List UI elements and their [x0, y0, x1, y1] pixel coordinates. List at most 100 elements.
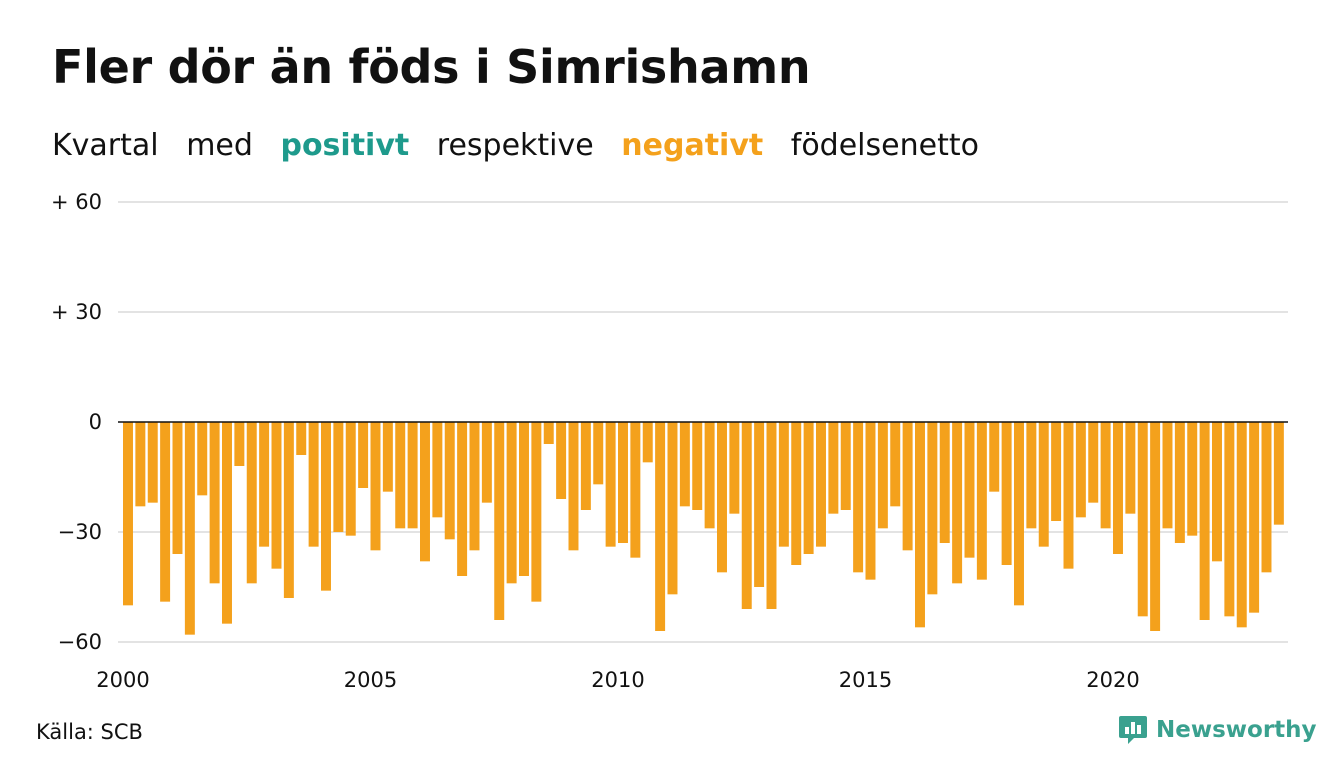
bar	[717, 422, 727, 573]
bar	[605, 422, 616, 547]
x-tick-label: 2020	[1086, 668, 1139, 692]
legend-negative: negativt	[621, 128, 764, 163]
bar	[766, 422, 777, 609]
bar	[184, 422, 195, 635]
bar	[865, 422, 876, 580]
bar	[840, 422, 851, 510]
bar	[729, 422, 740, 514]
bar	[123, 422, 133, 606]
y-tick-label: 0	[89, 410, 102, 434]
bar	[618, 422, 628, 543]
bar	[890, 422, 901, 507]
legend-positive: positivt	[280, 128, 410, 163]
bar	[1088, 422, 1099, 503]
bar	[259, 422, 270, 547]
bar	[1051, 422, 1062, 521]
newsworthy-logo: Newsworthy	[1118, 714, 1317, 746]
bar	[382, 422, 393, 492]
bar	[308, 422, 319, 547]
bar	[915, 422, 925, 628]
bar	[494, 422, 505, 620]
logo-text: Newsworthy	[1156, 717, 1317, 743]
bar	[939, 422, 950, 543]
bar	[1014, 422, 1024, 606]
bar	[469, 422, 480, 551]
bar	[358, 422, 369, 488]
bar	[679, 422, 690, 507]
bar	[283, 422, 294, 598]
bar	[172, 422, 183, 554]
bar	[816, 422, 826, 547]
bar	[519, 422, 529, 576]
bar	[568, 422, 579, 551]
bar	[1212, 422, 1222, 562]
bar	[1063, 422, 1074, 569]
chart-subtitle: Kvartal med positivt respektive negativt…	[52, 128, 997, 163]
subtitle-word: respektive	[436, 128, 594, 163]
bar	[135, 422, 146, 507]
bar	[1187, 422, 1198, 536]
bar	[1137, 422, 1148, 617]
axes: + 60 + 30 0 −30 −60 2000 2005 2010 2015 2020	[51, 190, 1288, 692]
y-tick-label: + 30	[51, 300, 102, 324]
bar	[1075, 422, 1086, 518]
bar	[1261, 422, 1272, 573]
bar	[642, 422, 653, 463]
subtitle-word: med	[186, 128, 253, 163]
bar	[234, 422, 245, 466]
bar	[976, 422, 987, 580]
bar	[791, 422, 802, 565]
bar	[531, 422, 542, 602]
bar	[803, 422, 814, 554]
bar	[778, 422, 789, 547]
bar	[828, 422, 839, 514]
bar	[655, 422, 666, 631]
bar	[989, 422, 1000, 492]
bar	[902, 422, 913, 551]
bar	[420, 422, 430, 562]
bar	[1026, 422, 1037, 529]
bar	[1113, 422, 1123, 554]
chat-bar-chart-icon	[1119, 716, 1147, 744]
source-note: Källa: SCB	[36, 720, 143, 744]
bar	[457, 422, 468, 576]
bar	[543, 422, 554, 444]
bar	[692, 422, 703, 510]
bar	[296, 422, 307, 455]
bar	[964, 422, 975, 558]
bar	[1150, 422, 1161, 631]
bar	[271, 422, 282, 569]
bar	[370, 422, 381, 551]
bar	[333, 422, 344, 532]
bar	[1273, 422, 1284, 525]
bar	[1001, 422, 1012, 565]
bar	[506, 422, 517, 584]
bar	[630, 422, 641, 558]
x-tick-label: 2005	[344, 668, 397, 692]
bar	[1038, 422, 1049, 547]
bar	[1125, 422, 1136, 514]
subtitle-word: Kvartal	[52, 128, 159, 163]
bar	[704, 422, 715, 529]
bar	[147, 422, 158, 503]
bar	[667, 422, 678, 595]
bar	[1249, 422, 1260, 613]
bar	[927, 422, 938, 595]
bar	[1174, 422, 1185, 543]
bar	[1199, 422, 1210, 620]
bar	[481, 422, 492, 503]
x-tick-label: 2000	[96, 668, 149, 692]
bar	[246, 422, 257, 584]
y-tick-label: + 60	[51, 190, 102, 214]
bar	[407, 422, 418, 529]
bar	[209, 422, 220, 584]
bar	[222, 422, 232, 624]
bar	[197, 422, 208, 496]
bar	[444, 422, 455, 540]
y-tick-label: −60	[58, 630, 102, 654]
bar	[395, 422, 406, 529]
bar	[877, 422, 888, 529]
bar	[345, 422, 356, 536]
subtitle-word: födelsenetto	[790, 128, 979, 163]
bar	[1224, 422, 1235, 617]
